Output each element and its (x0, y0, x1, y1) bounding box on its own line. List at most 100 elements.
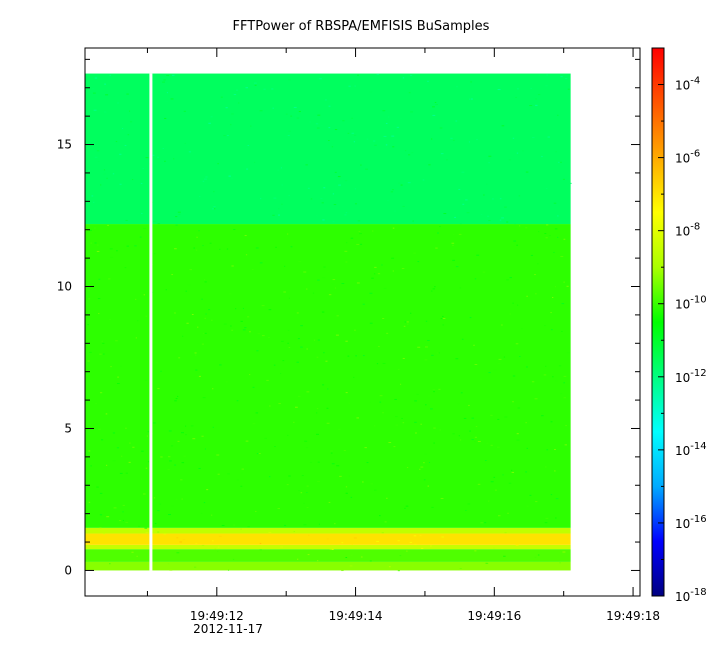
heatmap-speckle (423, 479, 426, 481)
heatmap-speckle (88, 298, 91, 300)
heatmap-speckle (551, 297, 554, 299)
heatmap-speckle (525, 366, 528, 368)
x-tick-label: 19:49:18 (606, 609, 660, 623)
heatmap-speckle (341, 283, 345, 285)
heatmap-speckle (242, 307, 244, 309)
heatmap-speckle (175, 498, 178, 500)
heatmap-speckle (480, 213, 483, 215)
heatmap-speckle (393, 446, 396, 448)
heatmap-speckle (455, 86, 458, 88)
heatmap-speckle (174, 400, 177, 402)
chart-title: FFTPower of RBSPA/EMFISIS BuSamples (233, 19, 490, 34)
heatmap-speckle (378, 345, 380, 347)
heatmap-speckle (541, 156, 543, 158)
heatmap-speckle (425, 320, 428, 322)
heatmap-speckle (515, 544, 519, 546)
heatmap-band (85, 561, 571, 571)
heatmap-speckle (428, 395, 432, 397)
heatmap-speckle (281, 184, 283, 186)
heatmap-speckle (170, 445, 174, 447)
heatmap-speckle (432, 389, 436, 391)
heatmap-speckle (511, 469, 513, 471)
heatmap-speckle (93, 109, 97, 111)
heatmap-speckle (342, 120, 345, 122)
heatmap-speckle (552, 376, 554, 378)
heatmap-speckle (408, 75, 410, 77)
heatmap-speckle (287, 233, 289, 235)
heatmap-speckle (381, 532, 384, 534)
heatmap-speckle (371, 277, 374, 279)
x-tick-label: 19:49:14 (329, 609, 383, 623)
heatmap-speckle (247, 316, 250, 318)
heatmap-speckle (409, 541, 413, 543)
heatmap-speckle (370, 483, 374, 485)
heatmap-speckle (409, 312, 412, 314)
heatmap-speckle (553, 251, 555, 253)
heatmap-speckle (415, 432, 417, 434)
heatmap-speckle (440, 318, 443, 320)
heatmap-speckle (242, 329, 246, 331)
heatmap-speckle (336, 465, 340, 467)
heatmap-speckle (165, 289, 167, 291)
heatmap-speckle (490, 481, 494, 483)
heatmap-speckle (503, 356, 506, 358)
heatmap-speckle (99, 492, 103, 494)
heatmap-speckle (180, 479, 183, 481)
heatmap-speckle (529, 105, 533, 107)
heatmap-speckle (378, 515, 381, 517)
heatmap-speckle (245, 254, 248, 256)
heatmap-speckle (112, 201, 115, 203)
heatmap-speckle (337, 176, 341, 178)
heatmap-speckle (507, 512, 509, 514)
heatmap-speckle (219, 248, 221, 250)
heatmap-speckle (518, 225, 521, 227)
heatmap-speckle (469, 85, 472, 87)
heatmap-speckle (240, 528, 242, 530)
heatmap-speckle (191, 314, 194, 316)
heatmap-speckle (403, 325, 406, 327)
heatmap-speckle (240, 485, 243, 487)
heatmap-speckle (131, 179, 134, 181)
heatmap-speckle (109, 74, 111, 76)
heatmap-speckle (362, 481, 364, 483)
heatmap-speckle (293, 421, 295, 423)
heatmap-speckle (240, 320, 243, 322)
heatmap-speckle (110, 366, 112, 368)
heatmap-speckle (554, 228, 558, 230)
heatmap-speckle (372, 230, 374, 232)
heatmap-speckle (185, 425, 187, 427)
heatmap-speckle (169, 460, 172, 462)
heatmap-speckle (306, 485, 309, 487)
heatmap-speckle (95, 403, 98, 405)
heatmap-speckle (545, 237, 548, 239)
heatmap-speckle (88, 169, 90, 171)
heatmap-speckle (497, 515, 501, 517)
heatmap-speckle (316, 412, 318, 414)
heatmap-speckle (103, 169, 106, 171)
heatmap-band (85, 224, 571, 528)
heatmap-speckle (272, 214, 275, 216)
heatmap-speckle (563, 281, 565, 283)
heatmap-speckle (517, 304, 519, 306)
heatmap-speckle (212, 208, 215, 210)
heatmap-speckle (356, 417, 360, 419)
heatmap-speckle (219, 364, 222, 366)
heatmap-speckle (497, 89, 501, 91)
heatmap-speckle (145, 379, 147, 381)
heatmap-speckle (535, 501, 538, 503)
heatmap-speckle (134, 245, 137, 247)
heatmap-speckle (428, 461, 431, 463)
heatmap-speckle (157, 388, 160, 390)
heatmap-speckle (171, 74, 175, 76)
heatmap-speckle (547, 136, 550, 138)
heatmap-speckle (391, 257, 395, 259)
heatmap-speckle (304, 440, 308, 442)
heatmap-speckle (122, 127, 124, 129)
heatmap-speckle (439, 429, 441, 431)
heatmap-speckle (116, 250, 118, 252)
heatmap-speckle (141, 450, 144, 452)
heatmap-speckle (205, 176, 208, 178)
heatmap-speckle (354, 188, 356, 190)
heatmap-speckle (446, 159, 448, 161)
heatmap-speckle (442, 315, 444, 317)
